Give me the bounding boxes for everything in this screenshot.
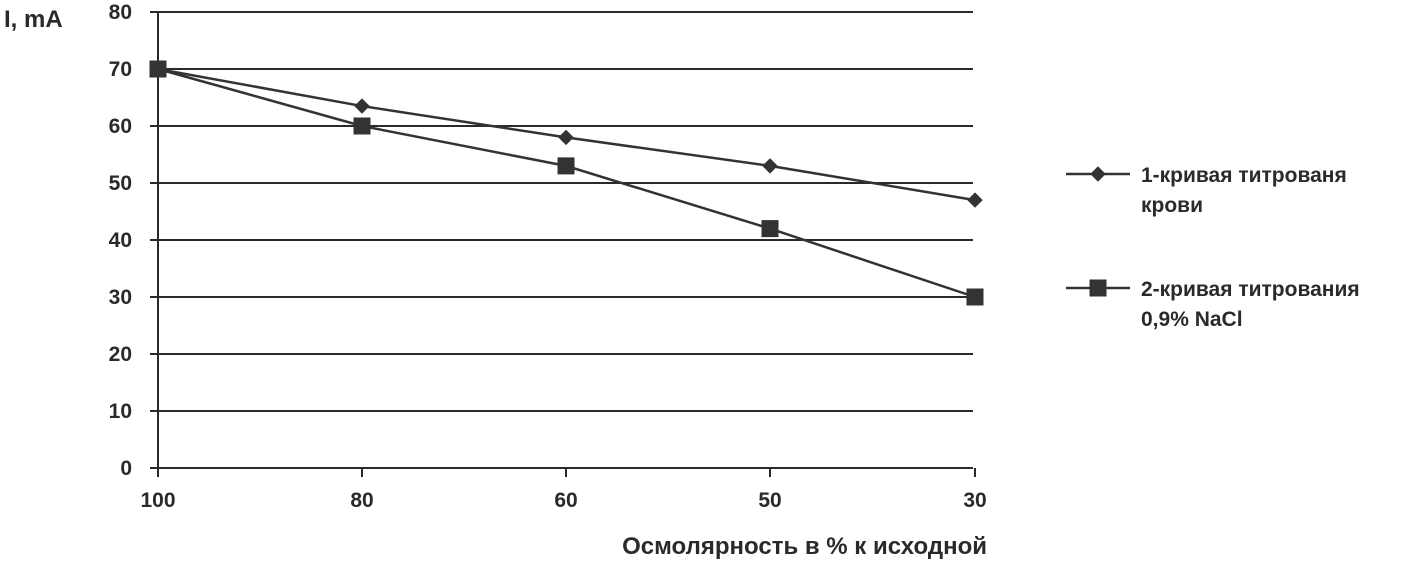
gridlines xyxy=(158,11,973,469)
legend-label: 1-кривая титрованя xyxy=(1141,164,1347,187)
y-tick-label: 70 xyxy=(109,58,132,81)
series-group xyxy=(149,60,984,306)
y-tick-label: 10 xyxy=(109,400,132,423)
x-tick-label: 80 xyxy=(350,489,373,512)
data-point xyxy=(762,158,778,174)
data-point xyxy=(354,98,370,114)
data-point xyxy=(353,117,371,135)
data-point xyxy=(557,157,575,175)
data-point xyxy=(966,288,984,306)
y-tick-label: 80 xyxy=(109,1,132,24)
series-1 xyxy=(150,61,983,208)
series-2 xyxy=(149,60,984,306)
x-tick-label: 50 xyxy=(758,489,781,512)
x-tick-label: 60 xyxy=(554,489,577,512)
legend-label: 2-кривая титрования xyxy=(1141,278,1360,301)
legend-label: крови xyxy=(1141,194,1203,217)
y-tick-label: 0 xyxy=(120,457,132,480)
y-tick-label: 60 xyxy=(109,115,132,138)
data-point xyxy=(967,192,983,208)
legend: 1-кривая титрованя крови 2-кривая титрован… xyxy=(1066,164,1360,331)
legend-item-2: 2-кривая титрования 0,9% NaCl xyxy=(1066,278,1360,331)
axis-labels: I, mA Осмолярность в % к исходной xyxy=(4,6,987,560)
y-tick-label: 30 xyxy=(109,286,132,309)
legend-label: 0,9% NaCl xyxy=(1141,308,1243,331)
y-tick-label: 50 xyxy=(109,172,132,195)
legend-swatch-marker xyxy=(1090,166,1106,182)
y-axis-title: I, mA xyxy=(4,6,63,33)
axes: 0 10 20 30 40 50 60 70 80 100 80 60 50 30 xyxy=(109,1,987,512)
legend-item-1: 1-кривая титрованя крови xyxy=(1066,164,1347,217)
data-point xyxy=(149,60,167,78)
x-tick-label: 30 xyxy=(963,489,986,512)
legend-swatch-marker xyxy=(1089,279,1107,297)
x-tick-label: 100 xyxy=(140,489,175,512)
data-point xyxy=(761,220,779,238)
data-point xyxy=(558,129,574,146)
y-tick-label: 20 xyxy=(109,343,132,366)
y-tick-label: 40 xyxy=(109,229,132,252)
x-axis-title: Осмолярность в % к исходной xyxy=(622,533,987,560)
